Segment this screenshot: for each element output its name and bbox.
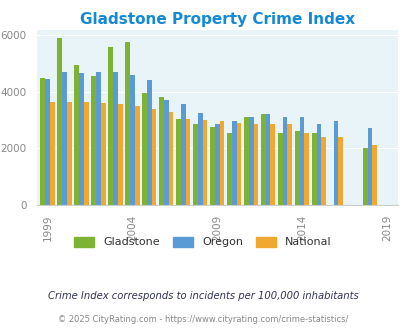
Bar <box>316 124 321 205</box>
Bar <box>236 123 241 205</box>
Bar <box>270 124 275 205</box>
Bar <box>168 112 173 205</box>
Bar <box>260 114 265 205</box>
Bar <box>197 113 202 205</box>
Bar <box>40 78 45 205</box>
Bar <box>134 106 139 205</box>
Bar <box>248 117 253 205</box>
Bar <box>164 100 168 205</box>
Bar <box>294 131 299 205</box>
Bar <box>147 81 151 205</box>
Bar <box>253 124 258 205</box>
Bar <box>50 102 55 205</box>
Text: © 2025 CityRating.com - https://www.cityrating.com/crime-statistics/: © 2025 CityRating.com - https://www.city… <box>58 315 347 324</box>
Bar <box>277 133 282 205</box>
Bar <box>79 74 84 205</box>
Bar <box>209 127 214 205</box>
Bar <box>176 118 181 205</box>
Bar <box>142 93 147 205</box>
Bar <box>333 121 337 205</box>
Bar <box>362 148 367 205</box>
Bar <box>100 103 105 205</box>
Bar <box>125 42 130 205</box>
Bar <box>62 72 67 205</box>
Bar <box>108 47 113 205</box>
Bar <box>265 114 270 205</box>
Bar <box>282 117 287 205</box>
Bar <box>367 128 371 205</box>
Bar <box>159 97 164 205</box>
Bar <box>181 105 185 205</box>
Bar <box>219 121 224 205</box>
Bar <box>214 124 219 205</box>
Bar <box>67 102 71 205</box>
Bar <box>91 76 96 205</box>
Bar <box>185 118 190 205</box>
Bar <box>45 79 50 205</box>
Bar <box>117 105 122 205</box>
Bar <box>226 133 231 205</box>
Bar <box>113 72 117 205</box>
Bar <box>311 133 316 205</box>
Bar <box>151 109 156 205</box>
Title: Gladstone Property Crime Index: Gladstone Property Crime Index <box>79 12 354 27</box>
Bar <box>231 121 236 205</box>
Bar <box>193 124 197 205</box>
Bar <box>202 120 207 205</box>
Bar <box>371 145 376 205</box>
Bar <box>304 133 308 205</box>
Bar <box>243 117 248 205</box>
Bar <box>74 65 79 205</box>
Legend: Gladstone, Oregon, National: Gladstone, Oregon, National <box>70 232 335 252</box>
Bar <box>321 138 325 205</box>
Bar <box>57 38 62 205</box>
Bar <box>96 72 100 205</box>
Bar <box>130 75 134 205</box>
Bar <box>299 117 304 205</box>
Text: Crime Index corresponds to incidents per 100,000 inhabitants: Crime Index corresponds to incidents per… <box>47 291 358 301</box>
Bar <box>287 124 292 205</box>
Bar <box>84 102 88 205</box>
Bar <box>337 138 342 205</box>
